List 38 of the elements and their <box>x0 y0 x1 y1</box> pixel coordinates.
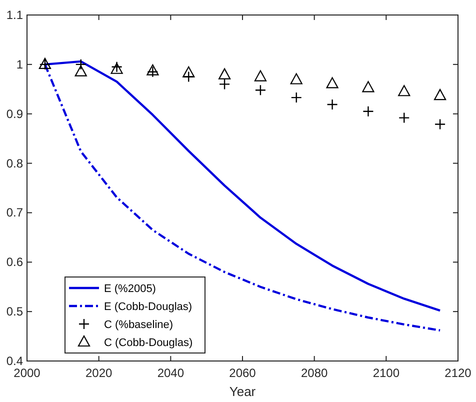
point <box>254 84 266 96</box>
x-tick-label: 2120 <box>444 366 472 380</box>
point <box>74 65 87 76</box>
point <box>398 85 410 96</box>
point <box>183 71 194 82</box>
point <box>290 92 302 104</box>
point <box>254 70 267 82</box>
y-tick-label: 0.8 <box>6 156 24 170</box>
point <box>362 106 374 117</box>
point <box>434 118 446 130</box>
point <box>326 98 338 110</box>
point <box>290 73 302 84</box>
x-axis-title: Year <box>229 384 256 399</box>
x-tick-label: 2040 <box>157 366 184 380</box>
x-tick-label: 2060 <box>229 366 256 380</box>
point <box>398 112 410 124</box>
y-tick-label: 0.7 <box>6 206 24 220</box>
point <box>434 89 446 100</box>
y-tick-label: 0.4 <box>6 354 24 368</box>
x-tick-label: 2000 <box>14 366 41 380</box>
x-tick-label: 2020 <box>85 366 113 380</box>
legend-label: C (%baseline) <box>104 319 174 331</box>
legend-label: E (%2005) <box>104 283 156 295</box>
point <box>218 68 231 80</box>
legend-label: E (Cobb-Douglas) <box>104 301 192 313</box>
x-tick-label: 2080 <box>300 366 328 380</box>
y-tick-label: 0.6 <box>6 255 24 270</box>
y-tick-label: 1.1 <box>6 8 24 22</box>
point <box>75 58 86 70</box>
point <box>326 77 338 88</box>
x-tick-label: 2100 <box>372 366 400 380</box>
legend-label: C (Cobb-Douglas) <box>104 337 193 349</box>
y-tick-label: 1 <box>16 57 24 72</box>
point <box>218 78 230 90</box>
point <box>362 81 374 92</box>
y-tick-label: 0.9 <box>6 106 24 121</box>
point <box>182 66 195 78</box>
y-tick-label: 0.5 <box>6 304 24 319</box>
